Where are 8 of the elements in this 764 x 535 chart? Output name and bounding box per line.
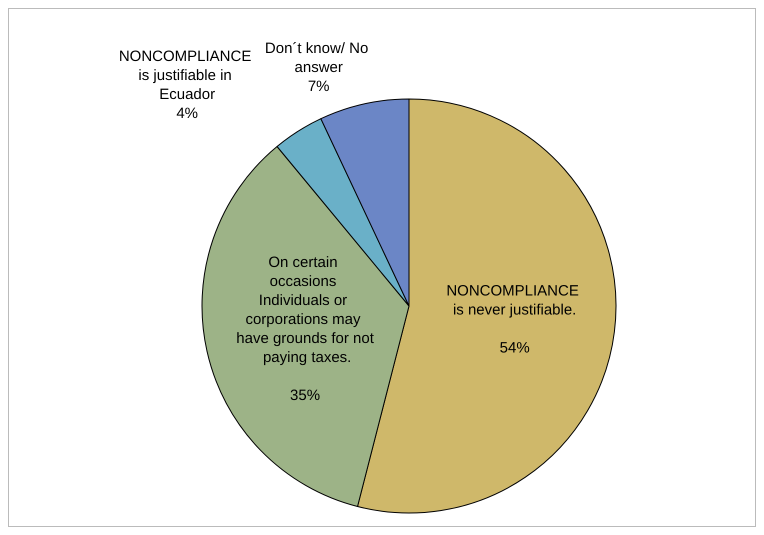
slice-label: NONCOMPLIANCE is justifiable in Ecuador <box>118 48 256 104</box>
slice-label: NONCOMPLIANCE is never justifiable. <box>446 282 584 318</box>
data-label: 7% <box>308 78 330 95</box>
slice-label: On certain occasions Individuals or corporations may have grounds for not paying taxes. <box>236 254 375 366</box>
data-label: 35% <box>290 387 320 404</box>
data-label: 4% <box>176 105 198 122</box>
data-label: 54% <box>500 339 530 356</box>
slice-label: Don´t know/ No answer <box>264 40 372 76</box>
